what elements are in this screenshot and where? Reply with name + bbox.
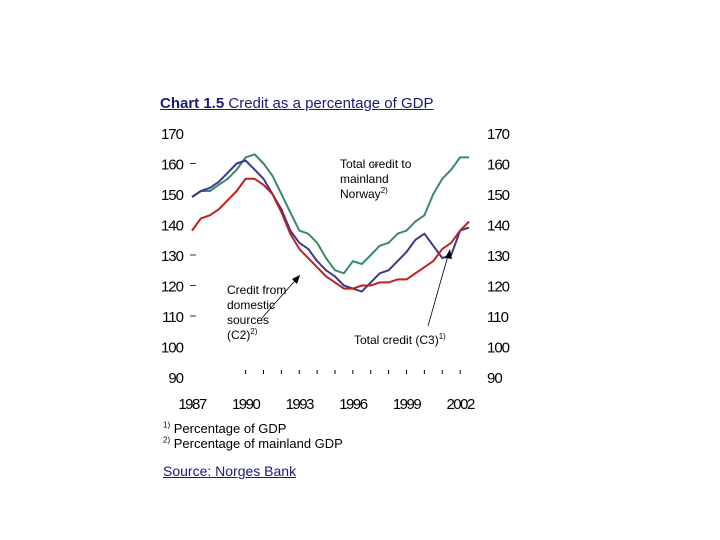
annotation-total-credit-c3: Total credit (C3)1) [354, 333, 446, 348]
y-axis-right: 90 100 110 120 130 140 150 160 170 [487, 126, 511, 387]
y-tick-label-left: 170 [161, 126, 184, 143]
annotation-credit-domestic: Credit from domestic sources (C2)2) [227, 283, 286, 343]
y-tick-label-right: 110 [487, 309, 509, 326]
y-tick-label-left: 100 [161, 340, 184, 357]
y-tick-label-right: 130 [487, 248, 510, 265]
y-tick-label-right: 170 [487, 126, 510, 143]
annotation-sup: 2) [250, 327, 258, 336]
annotation-line: (C2)2) [227, 328, 286, 343]
y-tick-label-right: 160 [487, 157, 510, 174]
series-line-1 [191, 153, 470, 275]
x-tick-label: 1996 [339, 396, 368, 413]
x-tick-label: 1999 [393, 396, 422, 413]
y-tick-label-left: 140 [161, 218, 184, 235]
series-line-3 [191, 177, 470, 290]
footnote-marker: 1) [163, 420, 171, 430]
y-tick-label-left: 130 [161, 248, 184, 265]
annotation-line: sources [227, 313, 270, 327]
chart-title-text: Credit as a percentage of GDP [228, 95, 434, 112]
y-tick-label-right: 120 [487, 279, 510, 296]
source-note: Source: Norges Bank [163, 463, 297, 479]
annotation-line-text: (C2) [227, 328, 251, 342]
annotation-line: Norway2) [340, 187, 411, 202]
annotation-line: Total credit to [340, 157, 412, 171]
y-tick-label-right: 150 [487, 187, 510, 204]
y-tick-label-left: 120 [161, 279, 184, 296]
x-tick-label: 1993 [286, 396, 315, 413]
chart-title: Chart 1.5 Credit as a percentage of GDP [160, 95, 433, 112]
y-tick-label-left: 160 [161, 157, 184, 174]
chart-title-number: Chart 1.5 [160, 95, 225, 112]
annotation-arrows [261, 164, 452, 327]
annotation-line: Credit from [227, 283, 287, 297]
y-tick-label-left: 150 [161, 187, 184, 204]
series-group [191, 153, 470, 293]
y-tick-label-right: 90 [487, 370, 502, 387]
footnote-marker: 2) [163, 435, 171, 445]
footnote-text: Percentage of mainland GDP [173, 436, 343, 451]
footnote-1: 1) Percentage of GDP [163, 421, 286, 436]
annotation-line: domestic [227, 298, 276, 312]
series-line-2 [191, 159, 470, 293]
x-tick-label: 1990 [232, 396, 261, 413]
annotation-total-credit-norway: Total credit to mainland Norway2) [340, 157, 411, 202]
annotation-sup: 1) [438, 332, 446, 341]
annotation-sup: 2) [380, 186, 388, 195]
y-tick-label-right: 140 [487, 218, 510, 235]
arrow-c3 [427, 251, 450, 327]
annotation-line: mainland [340, 172, 389, 186]
arrow-domestic [261, 274, 301, 319]
footnote-text: Percentage of GDP [173, 421, 287, 436]
y-tick-label-left: 90 [168, 370, 183, 387]
arrow-domestic-head [292, 275, 300, 284]
y-axis-left: 90 100 110 120 130 140 150 160 170 [161, 126, 196, 387]
annotation-line-text: Norway [340, 187, 381, 201]
arrow-c3-head [445, 249, 452, 259]
y-tick-label-left: 110 [162, 309, 184, 326]
x-tick-label: 1987 [178, 396, 207, 413]
x-axis: 1987 1990 1993 1996 1999 2002 [178, 370, 476, 413]
footnote-2: 2) Percentage of mainland GDP [163, 436, 343, 451]
annotation-line-text: Total credit (C3) [354, 333, 439, 347]
x-tick-label: 2002 [446, 396, 475, 413]
y-tick-label-right: 100 [487, 340, 510, 357]
